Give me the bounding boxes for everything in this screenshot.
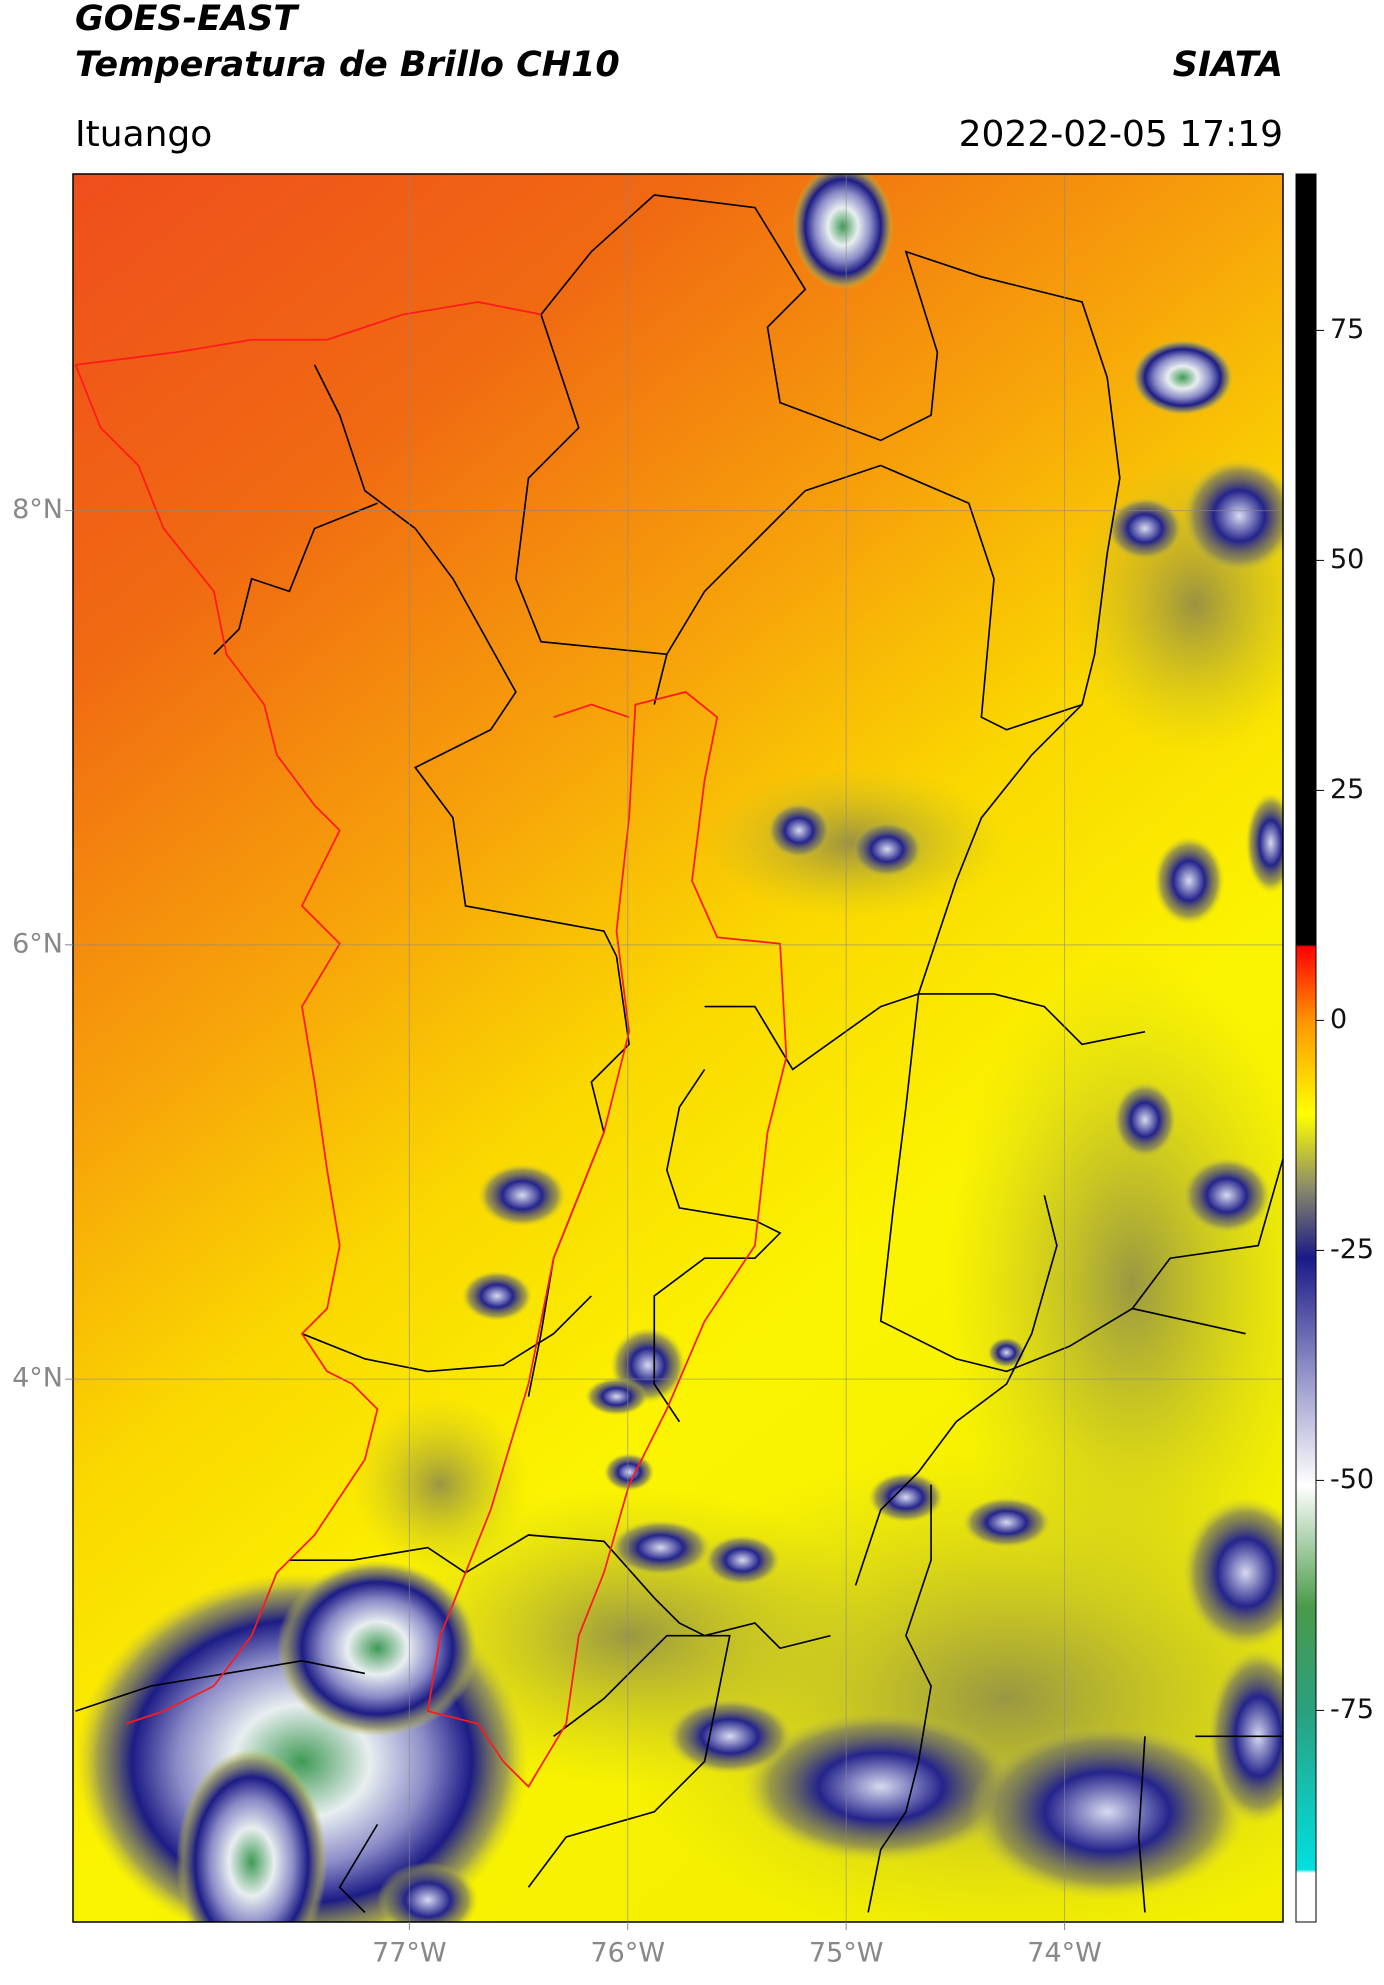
- x-tick-label: 74°W: [1027, 1938, 1102, 1969]
- grid: [73, 174, 1283, 1922]
- map-frame: [72, 173, 1284, 1923]
- location: Ituango: [75, 114, 212, 155]
- colorbar-tick-label: 50: [1330, 544, 1364, 575]
- colorbar-tick-label: 0: [1330, 1004, 1347, 1035]
- colorbar: [1295, 173, 1317, 1923]
- colorbar-tick-label: 75: [1330, 314, 1364, 345]
- x-tick-label: 77°W: [372, 1938, 447, 1969]
- colorbar-tick-label: -25: [1330, 1234, 1374, 1265]
- timestamp: 2022-02-05 17:19: [959, 114, 1283, 155]
- colorbar-tick-label: -75: [1330, 1694, 1374, 1725]
- x-tick-label: 76°W: [590, 1938, 665, 1969]
- title: GOES-EAST: [75, 0, 300, 39]
- x-tick-label: 75°W: [809, 1938, 884, 1969]
- coast-and-basin: [74, 301, 788, 1789]
- y-tick-label: 4°N: [12, 1363, 63, 1394]
- agency: SIATA: [1173, 45, 1283, 85]
- map: [73, 174, 1283, 1922]
- colorbar-tick-label: 25: [1330, 774, 1364, 805]
- cloud-field: [75, 174, 1283, 1922]
- y-tick-label: 6°N: [12, 928, 63, 959]
- y-tick-label: 8°N: [12, 494, 63, 525]
- subtitle: Temperatura de Brillo CH10: [75, 45, 620, 85]
- colorbar-tick-label: -50: [1330, 1464, 1374, 1495]
